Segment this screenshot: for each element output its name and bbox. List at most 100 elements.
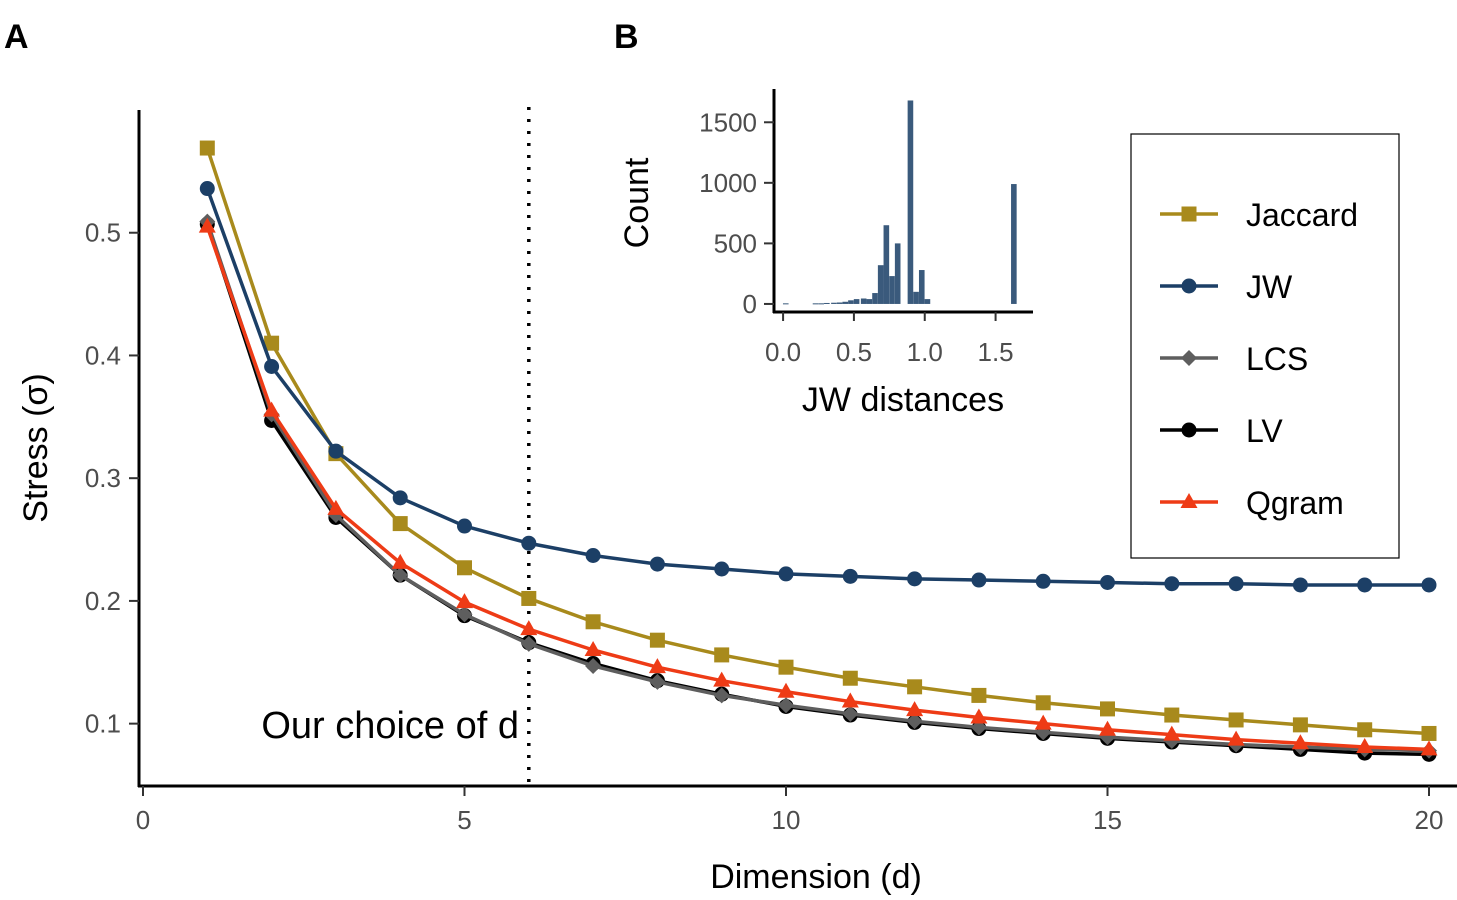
series-jaccard: [199, 140, 1437, 741]
data-point-jw: [521, 535, 537, 551]
series-line-jw: [205, 187, 1429, 587]
data-point-qgram: [1420, 740, 1438, 756]
data-point-jaccard: [1292, 717, 1308, 733]
legend-label: LCS: [1246, 341, 1308, 377]
data-point-lcs: [392, 567, 409, 584]
data-point-jw: [457, 518, 472, 534]
legend-key-marker: [1181, 278, 1197, 294]
histogram-bar: [831, 302, 837, 304]
data-point-qgram: [1291, 734, 1309, 750]
data-point-qgram: [584, 641, 602, 656]
main-x-tick-label: 0: [136, 805, 150, 835]
data-point-qgram: [648, 658, 666, 674]
data-point-jw: [264, 359, 280, 374]
histogram-bar: [889, 276, 895, 304]
histogram-bar: [913, 291, 919, 304]
data-point-jw: [1164, 576, 1180, 592]
legend-label: JW: [1246, 269, 1293, 305]
data-point-jaccard: [585, 614, 601, 630]
inset-histogram: 0.0 0.5 1.0 1.5 0 500 1000 1500: [699, 89, 1033, 367]
data-point-qgram: [841, 692, 859, 708]
data-point-lcs: [906, 713, 923, 730]
data-point-qgram: [1034, 714, 1052, 730]
data-point-jw: [778, 566, 794, 582]
panel-label-b: B: [614, 18, 639, 56]
histogram-bar: [818, 303, 824, 305]
histogram-bar: [836, 302, 843, 304]
data-point-qgram: [1227, 730, 1245, 746]
data-point-jaccard: [392, 516, 408, 532]
data-point-qgram: [713, 671, 731, 687]
main-y-axis-title: Stress (σ): [17, 373, 55, 522]
histogram-bar: [866, 299, 873, 304]
histogram-bar: [918, 270, 925, 304]
inset-x-tick-label: 0.5: [836, 337, 872, 367]
inset-y-tick-label: 500: [714, 228, 757, 258]
data-point-qgram: [1163, 725, 1181, 741]
data-point-jw: [199, 181, 215, 197]
data-point-jaccard: [1164, 707, 1180, 723]
histogram-bar: [894, 243, 901, 304]
panel-label-a: A: [4, 18, 29, 56]
histogram-bar: [853, 299, 860, 304]
data-point-jaccard: [842, 670, 858, 686]
histogram-bar: [848, 300, 854, 304]
data-point-jaccard: [1421, 725, 1437, 741]
data-point-jaccard: [1357, 722, 1373, 738]
inset-y-tick-label: 1500: [699, 107, 757, 137]
data-point-jaccard: [199, 140, 215, 156]
data-point-jw: [714, 561, 730, 577]
data-point-qgram: [1356, 737, 1374, 753]
data-point-lcs: [778, 697, 794, 714]
data-point-jw: [392, 490, 408, 506]
data-point-qgram: [520, 620, 538, 636]
histogram-bar: [872, 293, 878, 304]
data-point-jw: [1292, 577, 1308, 593]
data-point-qgram: [327, 499, 345, 515]
main-stress-chart: 0 5 10 15 20 0.1 0.2 0.3 0.4 0.5: [85, 107, 1457, 835]
data-point-lcs: [649, 673, 666, 690]
data-point-jaccard: [1228, 712, 1244, 728]
inset-x-tick-label: 0.0: [765, 337, 801, 367]
inset-x-tick-label: 1.0: [907, 337, 943, 367]
data-point-lcs: [842, 705, 859, 722]
data-point-jw: [1035, 573, 1051, 589]
data-point-jaccard: [714, 647, 730, 663]
legend: Jaccard JW LCS LV Qgram: [1130, 133, 1400, 559]
main-x-tick-label: 5: [457, 805, 471, 835]
inset-x-tick-label: 1.5: [978, 337, 1014, 367]
data-point-jw: [1357, 577, 1373, 593]
inset-y-tick-label: 1000: [699, 168, 757, 198]
data-point-qgram: [1099, 720, 1116, 736]
histogram-bar: [877, 265, 884, 304]
histogram-bar: [782, 303, 789, 305]
inset-x-axis-title: JW distances: [802, 381, 1004, 419]
data-point-jaccard: [907, 679, 923, 695]
data-point-qgram: [391, 553, 409, 569]
data-point-qgram: [456, 593, 473, 609]
data-point-jaccard: [778, 659, 794, 675]
data-point-qgram: [198, 217, 216, 233]
legend-box: [1130, 133, 1400, 559]
histogram-bar: [812, 303, 819, 305]
series-line-jaccard: [205, 147, 1430, 736]
series-line-lcs: [205, 221, 1430, 753]
data-point-jw: [649, 556, 665, 572]
series-qgram: [198, 217, 1438, 756]
data-point-jw: [907, 571, 923, 587]
data-point-jw: [585, 548, 601, 563]
data-point-lcs: [585, 657, 602, 674]
main-x-axis-title: Dimension (d): [710, 858, 922, 896]
inset-y-tick-label: 0: [743, 289, 757, 319]
series-line-qgram: [205, 226, 1430, 752]
legend-key-marker: [1181, 206, 1197, 222]
histogram-bar: [824, 302, 830, 304]
histogram-bar: [860, 298, 867, 304]
data-point-qgram: [263, 401, 281, 417]
data-point-qgram: [906, 701, 924, 717]
main-y-tick-label: 0.2: [85, 586, 121, 616]
data-point-qgram: [970, 708, 988, 724]
data-point-jaccard: [1035, 695, 1051, 711]
data-point-jaccard: [971, 687, 987, 703]
